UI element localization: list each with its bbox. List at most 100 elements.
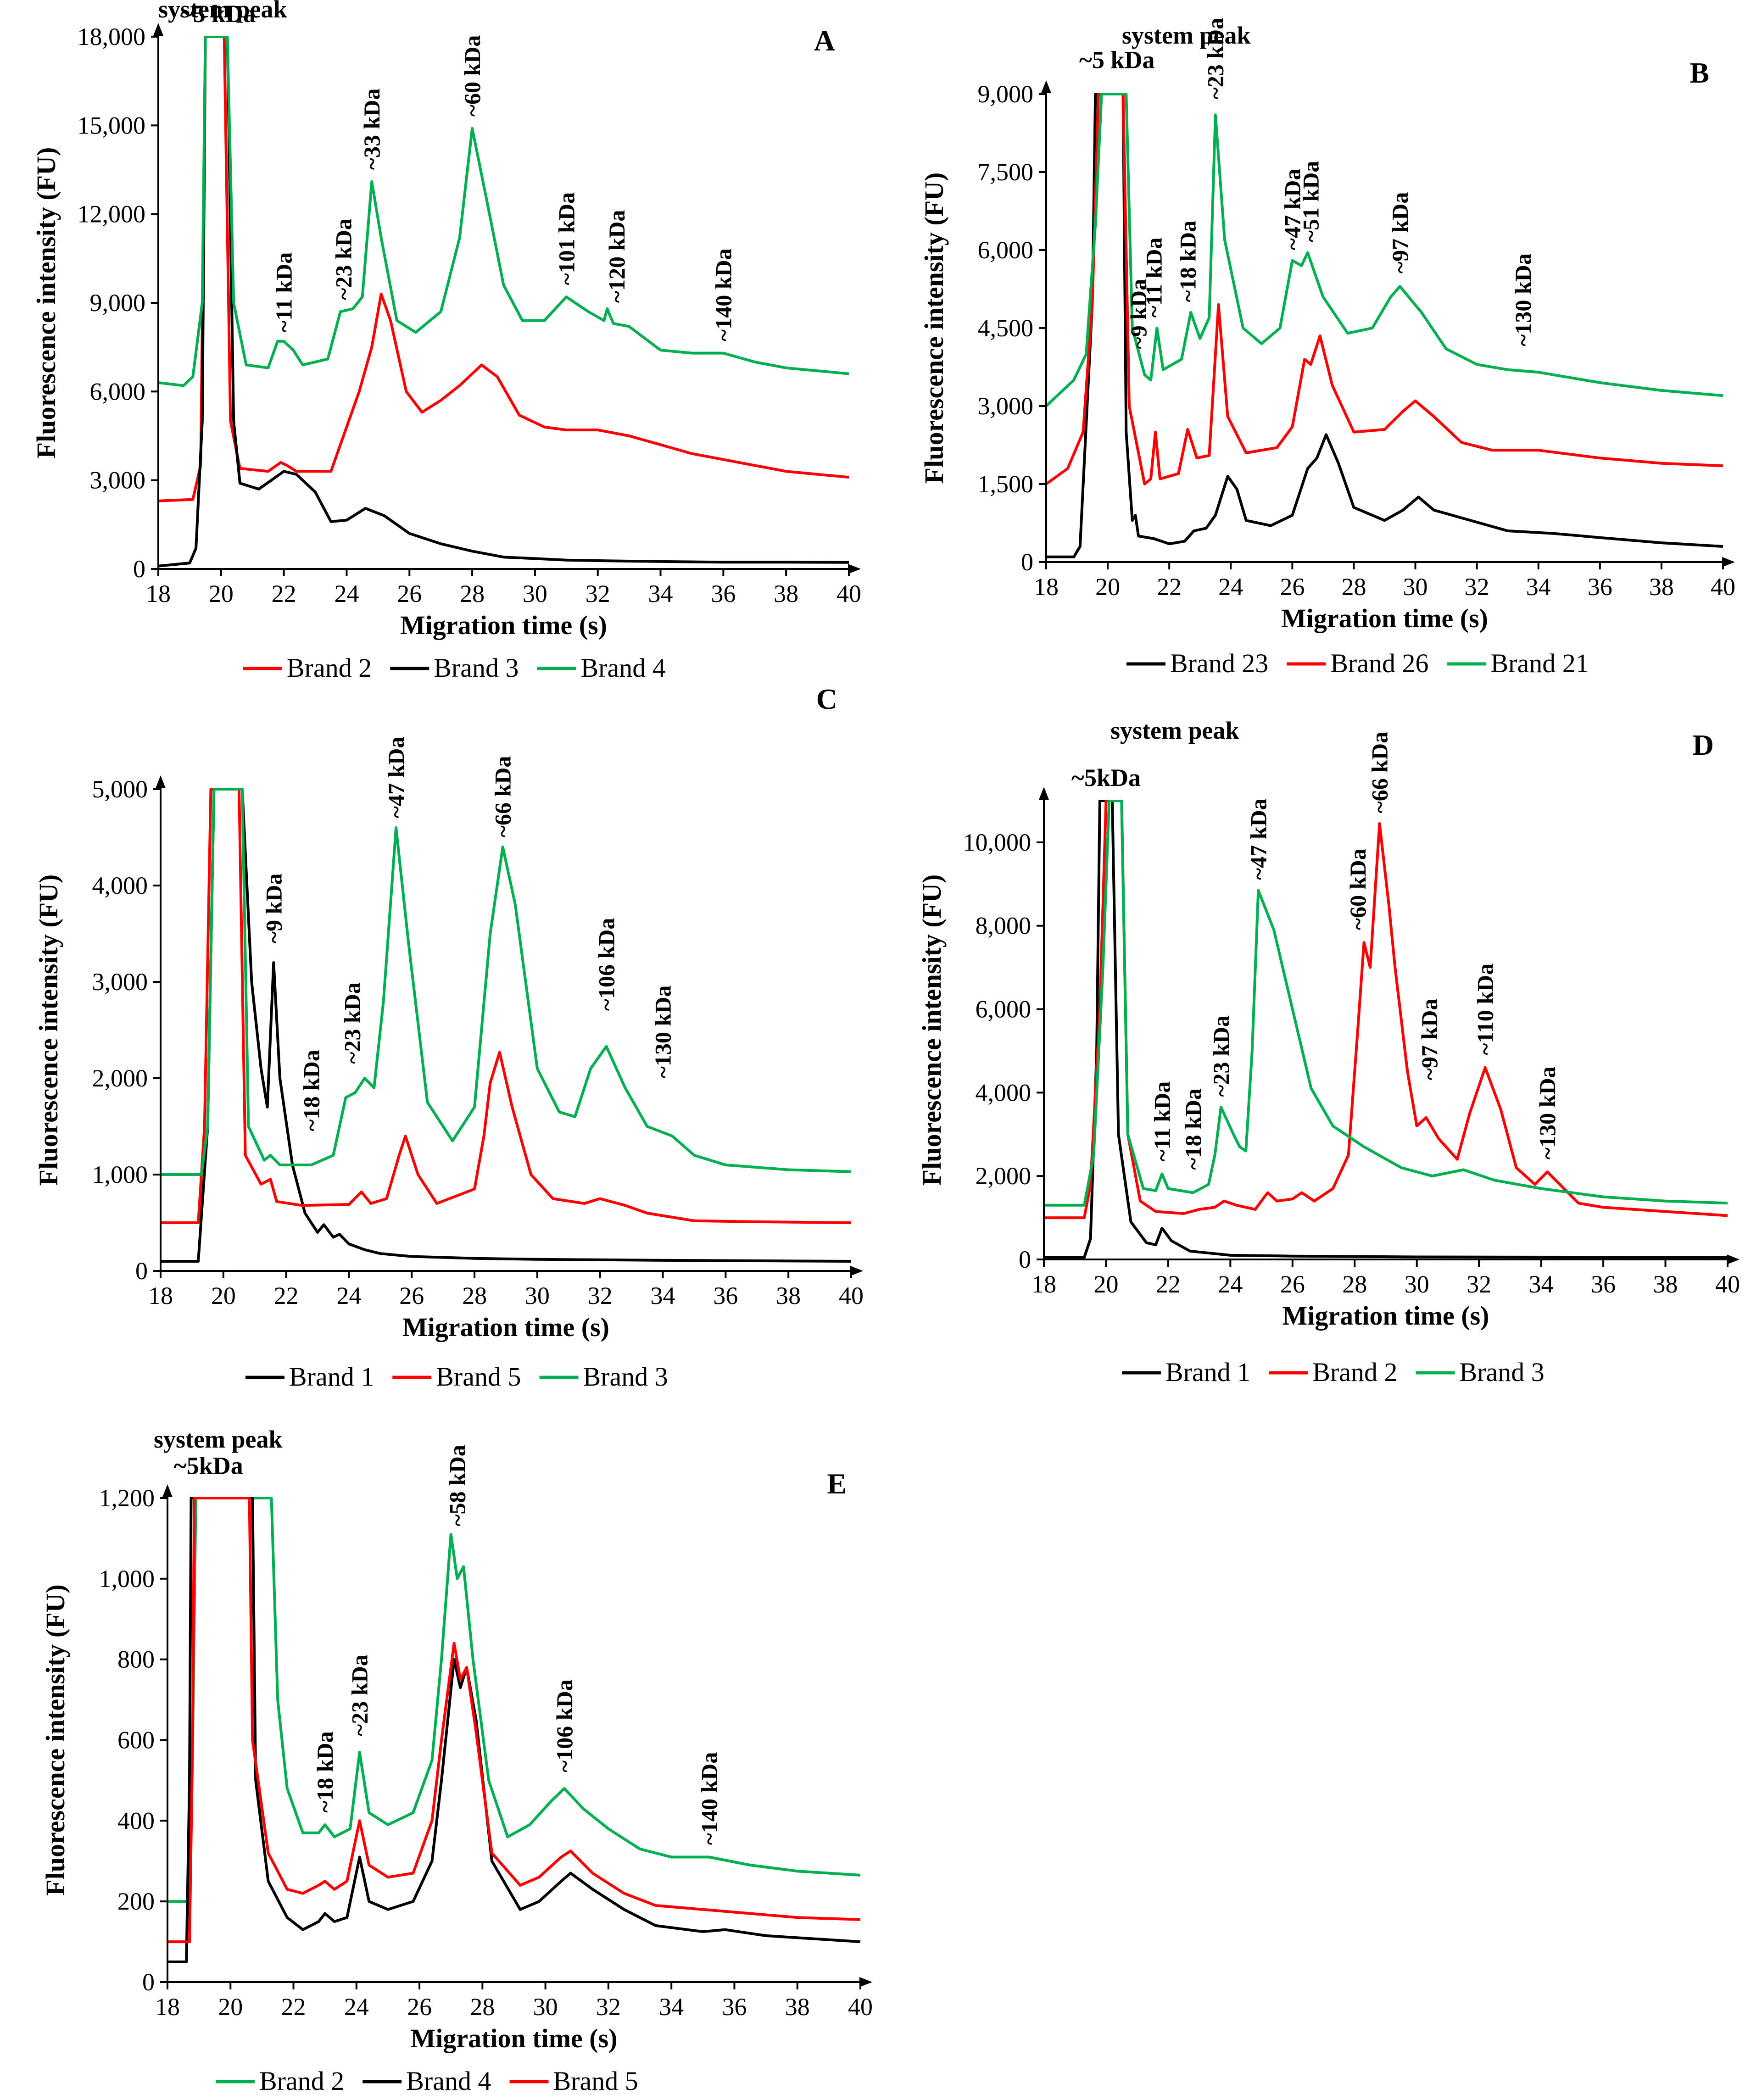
x-tick-label: 38 — [774, 580, 798, 607]
peak-annotation: ~120 kDa — [604, 210, 630, 303]
x-tick-label: 30 — [533, 1993, 558, 2021]
peak-annotation: ~66 kDa — [490, 756, 516, 837]
y-tick-label: 2,000 — [92, 1064, 148, 1092]
peak-annotation: ~47 kDa — [1279, 169, 1305, 250]
y-tick-label: 5,000 — [92, 775, 148, 803]
y-axis-title: Fluorescence intensity (FU) — [919, 173, 949, 484]
peak-annotation: ~60 kDa — [459, 35, 485, 117]
panel-label: C — [816, 683, 837, 715]
y-tick-label: 6,000 — [90, 378, 146, 405]
x-tick-label: 22 — [272, 580, 296, 607]
y-tick-label: 6,000 — [978, 236, 1034, 264]
x-tick-label: 22 — [1156, 1270, 1181, 1298]
y-axis-arrow-icon — [1041, 80, 1051, 93]
y-tick-label: 400 — [117, 1807, 155, 1834]
x-axis-title: Migration time (s) — [411, 2023, 618, 2053]
y-tick-label: 0 — [142, 1968, 155, 1996]
peak-annotation: ~18 kDa — [1180, 1088, 1206, 1170]
y-tick-label: 6,000 — [976, 996, 1032, 1023]
x-tick-label: 26 — [407, 1993, 432, 2021]
x-axis-title: Migration time (s) — [400, 610, 607, 640]
y-tick-label: 1,200 — [99, 1484, 155, 1512]
peak-annotation: ~5kDa — [174, 1452, 243, 1479]
y-axis-arrow-icon — [156, 775, 166, 788]
legend-entry: Brand 21 — [1491, 648, 1589, 678]
peak-annotation: ~106 kDa — [552, 1679, 577, 1772]
x-tick-label: 36 — [711, 580, 736, 607]
panel-label: E — [827, 1467, 847, 1500]
x-tick-label: 36 — [722, 1993, 747, 2021]
panel-label: A — [814, 24, 835, 57]
series-line-e-2 — [167, 1497, 861, 1963]
x-tick-label: 32 — [596, 1993, 621, 2021]
x-tick-label: 20 — [1093, 1270, 1118, 1298]
peak-annotation: ~11 kDa — [271, 252, 297, 333]
x-tick-label: 18 — [146, 580, 171, 607]
peak-annotation: ~33 kDa — [359, 89, 385, 170]
x-axis-title: Migration time (s) — [402, 1312, 609, 1342]
system-peak-label: system peak — [154, 1426, 283, 1453]
series-line-d-3 — [1044, 800, 1728, 1207]
x-tick-label: 40 — [1715, 1270, 1740, 1298]
y-tick-label: 1,500 — [978, 470, 1034, 498]
peak-annotation: ~106 kDa — [593, 918, 619, 1011]
x-tick-label: 34 — [1529, 1270, 1554, 1298]
y-tick-label: 3,000 — [978, 392, 1034, 420]
x-tick-label: 28 — [1342, 1270, 1367, 1298]
legend-entry: Brand 4 — [406, 2066, 491, 2096]
peak-annotation: ~97 kDa — [1416, 999, 1442, 1080]
x-tick-label: 32 — [585, 580, 610, 607]
peak-annotation: ~51 kDa — [1298, 161, 1324, 242]
peak-annotation: ~18 kDa — [312, 1731, 338, 1812]
y-axis-title: Fluorescence intensity (FU) — [33, 875, 63, 1186]
peak-annotation: ~140 kDa — [697, 1752, 722, 1845]
y-tick-label: 200 — [117, 1888, 155, 1915]
peak-annotation: ~18 kDa — [1175, 221, 1200, 302]
x-tick-label: 22 — [274, 1282, 299, 1309]
peak-annotation: ~11 kDa — [1149, 1081, 1175, 1162]
x-tick-label: 28 — [1341, 573, 1366, 601]
x-tick-label: 26 — [1280, 573, 1305, 601]
x-tick-label: 40 — [848, 1993, 873, 2021]
y-tick-label: 12,000 — [78, 201, 146, 228]
y-axis-arrow-icon — [153, 23, 163, 36]
y-tick-label: 4,000 — [92, 872, 148, 899]
y-axis-title: Fluorescence intensity (FU) — [917, 875, 947, 1186]
x-tick-label: 32 — [588, 1282, 613, 1309]
x-tick-label: 32 — [1465, 573, 1489, 601]
y-tick-label: 0 — [1021, 548, 1033, 576]
x-axis-arrow-icon — [850, 1266, 863, 1276]
legend-entry: Brand 4 — [581, 653, 666, 683]
legend-entry: Brand 2 — [259, 2066, 344, 2096]
peak-annotation: ~5 kDa — [1079, 46, 1155, 73]
y-tick-label: 9,000 — [90, 289, 146, 317]
x-tick-label: 24 — [1218, 573, 1243, 601]
x-tick-label: 22 — [1157, 573, 1182, 601]
peak-annotation: ~110 kDa — [1472, 964, 1498, 1055]
y-tick-label: 0 — [135, 1257, 148, 1285]
x-tick-label: 30 — [525, 1282, 550, 1309]
x-tick-label: 36 — [1591, 1270, 1616, 1298]
peak-annotation: ~66 kDa — [1366, 732, 1392, 813]
y-tick-label: 7,500 — [978, 158, 1034, 186]
peak-annotation: ~5 kDa — [180, 0, 256, 28]
x-tick-label: 26 — [397, 580, 422, 607]
legend-entry: Brand 3 — [1460, 1357, 1545, 1387]
x-tick-label: 40 — [1711, 573, 1735, 601]
series-line-d-2 — [1044, 800, 1728, 1220]
series-line-a-3 — [158, 36, 849, 387]
y-tick-label: 3,000 — [90, 467, 146, 494]
x-axis-title: Migration time (s) — [1281, 603, 1488, 633]
y-tick-label: 0 — [133, 555, 145, 583]
series-line-c-2 — [161, 788, 852, 1224]
x-tick-label: 34 — [651, 1282, 675, 1309]
legend-entry: Brand 2 — [1312, 1357, 1397, 1387]
peak-annotation: ~97 kDa — [1387, 192, 1413, 273]
x-tick-label: 24 — [1218, 1270, 1243, 1298]
x-tick-label: 28 — [460, 580, 485, 607]
peak-annotation: ~9 kDa — [1126, 279, 1151, 349]
x-tick-label: 40 — [836, 580, 861, 607]
x-tick-label: 30 — [523, 580, 547, 607]
x-tick-label: 20 — [1095, 573, 1120, 601]
panel-label: B — [1690, 56, 1709, 89]
